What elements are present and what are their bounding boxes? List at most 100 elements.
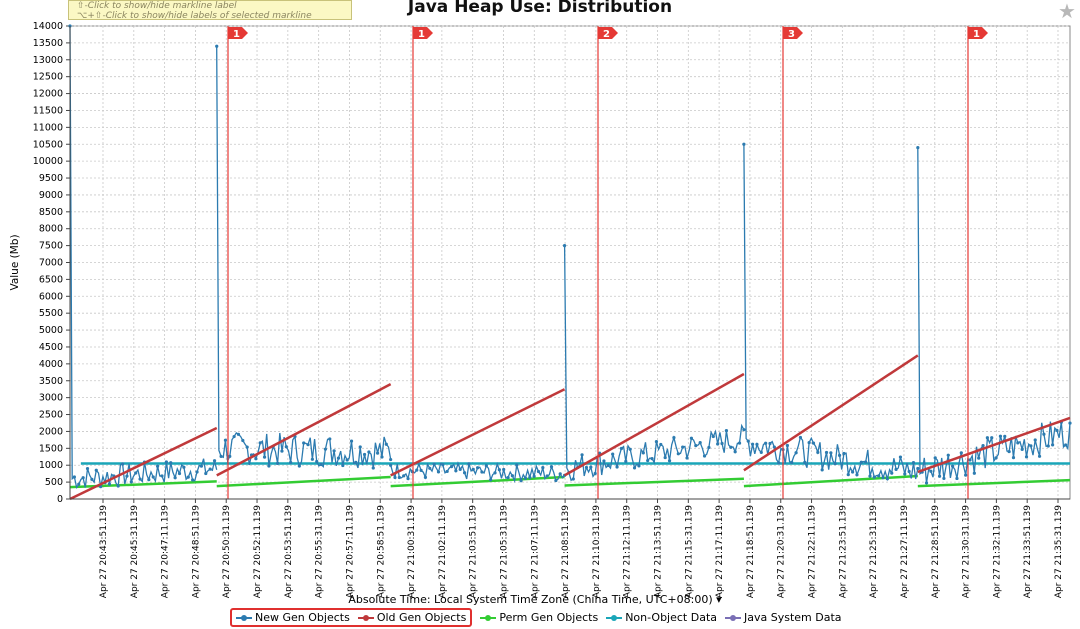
series-new-gen-point [160, 474, 164, 478]
series-new-gen-point [933, 456, 937, 460]
y-tick-label: 10000 [33, 156, 63, 167]
legend-new-gen[interactable]: New Gen Objects [236, 611, 350, 624]
series-new-gen-point [545, 474, 549, 478]
series-new-gen-point [803, 460, 807, 464]
series-new-gen-point [315, 459, 319, 464]
series-new-gen-point [332, 449, 336, 453]
legend-new-gen-swatch [236, 614, 252, 622]
series-new-gen-point [493, 471, 497, 475]
series-new-gen-point [998, 434, 1003, 438]
series-new-gen-point [720, 441, 724, 446]
series-new-gen-point [877, 474, 881, 478]
series-new-gen-point [911, 461, 916, 465]
x-tick-label: Apr 27 21:27:11.139 [900, 505, 910, 598]
series-perm-gen-segment [390, 475, 565, 488]
series-new-gen-point [223, 438, 228, 442]
series-new-gen-point [864, 460, 868, 464]
series-new-gen-point [441, 463, 445, 467]
y-tick-label: 9000 [39, 190, 63, 201]
legend-old-gen-label: Old Gen Objects [376, 611, 467, 624]
series-new-gen-point [724, 429, 729, 433]
series-new-gen-point [428, 466, 432, 470]
series-old-gen-segment [216, 383, 392, 477]
series-new-gen-point [946, 453, 950, 457]
y-tick-label: 4000 [39, 359, 63, 370]
series-new-gen-point [215, 44, 219, 48]
legend-highlight-box: New Gen Objects Old Gen Objects [230, 608, 473, 627]
series-new-gen-point [977, 456, 981, 460]
y-tick-label: 14000 [33, 21, 63, 32]
series-new-gen-point [454, 469, 458, 473]
legend-old-gen-swatch [357, 614, 374, 622]
series-new-gen-point [1064, 443, 1068, 447]
series-new-gen-point [768, 441, 772, 446]
series-new-gen-point [916, 146, 920, 150]
y-tick-label: 8000 [39, 224, 63, 235]
series-new-gen-point [328, 437, 332, 441]
series-new-gen-point [894, 467, 898, 471]
series-new-gen-point [284, 445, 288, 449]
series-new-gen-point [219, 454, 223, 458]
series-new-gen-point [480, 470, 484, 474]
series-new-gen-point [1011, 456, 1016, 460]
favorite-star-icon[interactable]: ★ [1058, 0, 1076, 23]
series-new-gen-point [415, 468, 419, 472]
markline-flag [228, 27, 248, 39]
series-new-gen-point [116, 484, 120, 488]
y-tick-label: 3000 [39, 393, 63, 404]
series-new-gen-point [689, 436, 694, 440]
series-new-gen-point [842, 451, 846, 456]
series-new-gen-point [881, 476, 885, 480]
series-new-gen-point [541, 466, 545, 470]
series-new-gen-point [402, 474, 406, 478]
x-tick-label: Apr 27 21:28:51.139 [931, 505, 941, 598]
series-new-gen-point [182, 465, 186, 469]
series-new-gen-point [580, 453, 584, 457]
markline-flag [783, 27, 803, 39]
legend-perm-gen[interactable]: Perm Gen Objects [480, 611, 598, 624]
legend-non-object-label: Non-Object Data [625, 611, 717, 624]
legend-non-object[interactable]: Non-Object Data [606, 611, 717, 624]
series-new-gen-point [558, 472, 562, 476]
series-new-gen-point [711, 434, 715, 439]
series-new-gen-point [310, 457, 314, 461]
x-tick-label: Apr 27 20:47:11.139 [161, 505, 171, 598]
series-new-gen-point [134, 471, 138, 475]
series-new-gen-point [990, 436, 994, 440]
series-new-gen-point [232, 434, 236, 439]
series-new-gen-point [794, 451, 798, 455]
legend-java-system[interactable]: Java System Data [725, 611, 842, 624]
series-new-gen-point [169, 461, 173, 465]
series-new-gen-point [562, 244, 567, 248]
series-new-gen-point [393, 475, 397, 480]
legend-perm-gen-label: Perm Gen Objects [499, 611, 599, 624]
x-tick-label: Apr 27 20:53:51.139 [284, 505, 294, 598]
series-new-gen-point [650, 457, 654, 461]
series-new-gen-point [981, 444, 985, 448]
series-new-gen-point [1007, 449, 1011, 454]
series-new-gen-point [820, 468, 824, 472]
series-new-gen-point [462, 471, 467, 475]
y-tick-label: 1000 [39, 460, 63, 471]
series-new-gen-point [336, 456, 341, 460]
series-new-gen-point [81, 476, 85, 480]
series-new-gen-point [872, 475, 876, 479]
series-new-gen-point [549, 465, 554, 469]
series-new-gen-point [354, 460, 358, 464]
series-new-gen-point [489, 478, 493, 482]
series-new-gen-point [523, 476, 528, 480]
series-new-gen-point [476, 466, 480, 470]
y-tick-label: 10500 [33, 139, 63, 150]
series-new-gen-point [798, 435, 803, 440]
series-new-gen-point [138, 477, 142, 481]
series-new-gen-point [824, 450, 829, 455]
x-tick-label: Apr 27 20:57:11.139 [345, 505, 355, 598]
series-new-gen-point [458, 467, 462, 471]
tooltip-line-2: ⌥+⇧-Click to show/hide labels of selecte… [77, 11, 312, 20]
series-new-gen-point [397, 475, 401, 480]
series-new-gen-point [195, 470, 199, 474]
legend-old-gen[interactable]: Old Gen Objects [357, 611, 467, 624]
series-new-gen-point [186, 475, 190, 479]
series-new-gen-point [502, 467, 506, 472]
series-new-gen-point [107, 482, 112, 486]
